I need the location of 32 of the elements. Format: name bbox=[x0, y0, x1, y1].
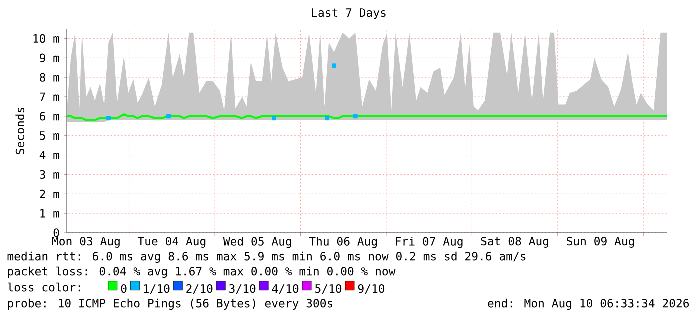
x-tick-label: Fri 07 Aug bbox=[396, 237, 463, 248]
x-tick-label: Tue 04 Aug bbox=[138, 237, 206, 248]
x-tick-label: Mon 03 Aug bbox=[52, 237, 120, 248]
y-tick-label: 5 m bbox=[40, 132, 60, 140]
x-tick-label: Sat 08 Aug bbox=[481, 237, 548, 248]
y-tick-label: 9 m bbox=[40, 54, 60, 62]
y-tick-label: 8 m bbox=[40, 73, 60, 82]
text: end: Mon Aug 10 06:33:34 2026 bbox=[488, 298, 690, 310]
y-tick-label: 10 m bbox=[34, 34, 60, 44]
legend-label: 1/10 bbox=[144, 284, 170, 294]
y-tick-label: 0 bbox=[54, 228, 60, 238]
y-tick-label: 6 m bbox=[40, 112, 60, 121]
y-tick-label: 3 m bbox=[40, 170, 60, 180]
x-tick-label: Wed 05 Aug bbox=[223, 237, 292, 248]
chart-title: Last 7 Days bbox=[312, 8, 386, 20]
y-tick-label: 2 m bbox=[40, 190, 60, 198]
y-tick-label: 7 m bbox=[40, 92, 60, 102]
legend-label: 5/10 bbox=[316, 284, 342, 294]
legend-label: 3/10 bbox=[230, 284, 256, 294]
legend-label: 9/10 bbox=[358, 284, 385, 294]
x-tick-label: Sun 09 Aug bbox=[567, 237, 634, 248]
legend-title: loss color: bbox=[8, 282, 80, 292]
legend-label: 4/10 bbox=[272, 284, 299, 294]
text: packet loss: 0.04 % avg 1.67 % max 0.00 % min 0.00 % now bbox=[8, 266, 396, 278]
y-axis-title: Seconds bbox=[16, 108, 25, 154]
legend-label: 0 bbox=[121, 284, 127, 294]
x-tick-label: Thu 06 Aug bbox=[309, 237, 378, 248]
y-tick-label: 1 m bbox=[40, 209, 60, 218]
legend-label: 2/10 bbox=[186, 284, 213, 294]
text: median rtt: 6.0 ms avg 8.6 ms max 5.9 ms min 6.0 ms now 0.2 ms sd 29.6 am/s bbox=[8, 252, 526, 264]
text: probe: 10 ICMP Echo Pings (56 Bytes) every 300s bbox=[8, 298, 333, 310]
y-tick-label: 4 m bbox=[40, 151, 60, 160]
